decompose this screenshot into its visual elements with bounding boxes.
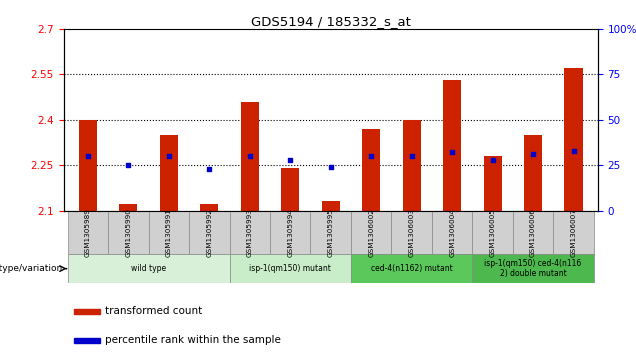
Point <box>488 157 498 163</box>
Point <box>406 153 417 159</box>
Bar <box>230 211 270 254</box>
Point <box>245 153 255 159</box>
Text: isp-1(qm150) mutant: isp-1(qm150) mutant <box>249 264 331 273</box>
Text: GSM1305993: GSM1305993 <box>247 208 252 257</box>
Title: GDS5194 / 185332_s_at: GDS5194 / 185332_s_at <box>251 15 411 28</box>
Text: GSM1306004: GSM1306004 <box>449 208 455 257</box>
Bar <box>74 309 100 314</box>
Text: GSM1306006: GSM1306006 <box>530 208 536 257</box>
Bar <box>310 211 351 254</box>
Text: GSM1306003: GSM1306003 <box>409 208 415 257</box>
Text: GSM1306007: GSM1306007 <box>570 208 577 257</box>
Point <box>569 148 579 154</box>
Text: transformed count: transformed count <box>106 306 202 317</box>
Bar <box>108 211 149 254</box>
Bar <box>160 135 178 211</box>
Point <box>326 164 336 170</box>
Bar <box>483 156 502 211</box>
Bar <box>230 254 351 283</box>
Bar <box>391 211 432 254</box>
Bar <box>281 168 300 211</box>
Point <box>447 150 457 155</box>
Text: GSM1305991: GSM1305991 <box>166 208 172 257</box>
Bar <box>189 211 230 254</box>
Bar <box>120 204 137 211</box>
Bar <box>403 120 421 211</box>
Text: GSM1305994: GSM1305994 <box>287 208 293 257</box>
Point <box>528 151 538 157</box>
Bar <box>270 211 310 254</box>
Bar <box>432 211 473 254</box>
Text: GSM1306005: GSM1306005 <box>490 208 495 257</box>
Bar <box>240 102 259 211</box>
Point <box>83 153 93 159</box>
Bar <box>362 129 380 211</box>
Bar <box>473 211 513 254</box>
Bar <box>524 135 542 211</box>
Bar <box>553 211 594 254</box>
Text: genotype/variation: genotype/variation <box>0 264 63 273</box>
Bar <box>67 254 230 283</box>
Text: wild type: wild type <box>131 264 166 273</box>
Text: GSM1305989: GSM1305989 <box>85 208 91 257</box>
Point <box>366 153 377 159</box>
Bar <box>67 211 108 254</box>
Bar <box>322 201 340 211</box>
Text: ced-4(n1162) mutant: ced-4(n1162) mutant <box>371 264 453 273</box>
Point <box>163 153 174 159</box>
Bar <box>565 68 583 211</box>
Text: isp-1(qm150) ced-4(n116
2) double mutant: isp-1(qm150) ced-4(n116 2) double mutant <box>485 259 582 278</box>
Text: GSM1305995: GSM1305995 <box>328 208 334 257</box>
Bar <box>351 211 391 254</box>
Bar <box>200 204 218 211</box>
Text: GSM1305992: GSM1305992 <box>206 208 212 257</box>
Text: percentile rank within the sample: percentile rank within the sample <box>106 335 281 346</box>
Bar <box>74 338 100 343</box>
Bar <box>473 254 594 283</box>
Point <box>123 162 134 168</box>
Point <box>204 166 214 172</box>
Bar <box>79 120 97 211</box>
Bar <box>149 211 189 254</box>
Bar <box>351 254 473 283</box>
Text: GSM1305990: GSM1305990 <box>125 208 132 257</box>
Point <box>285 157 295 163</box>
Bar <box>513 211 553 254</box>
Bar <box>443 81 461 211</box>
Text: GSM1306002: GSM1306002 <box>368 208 374 257</box>
